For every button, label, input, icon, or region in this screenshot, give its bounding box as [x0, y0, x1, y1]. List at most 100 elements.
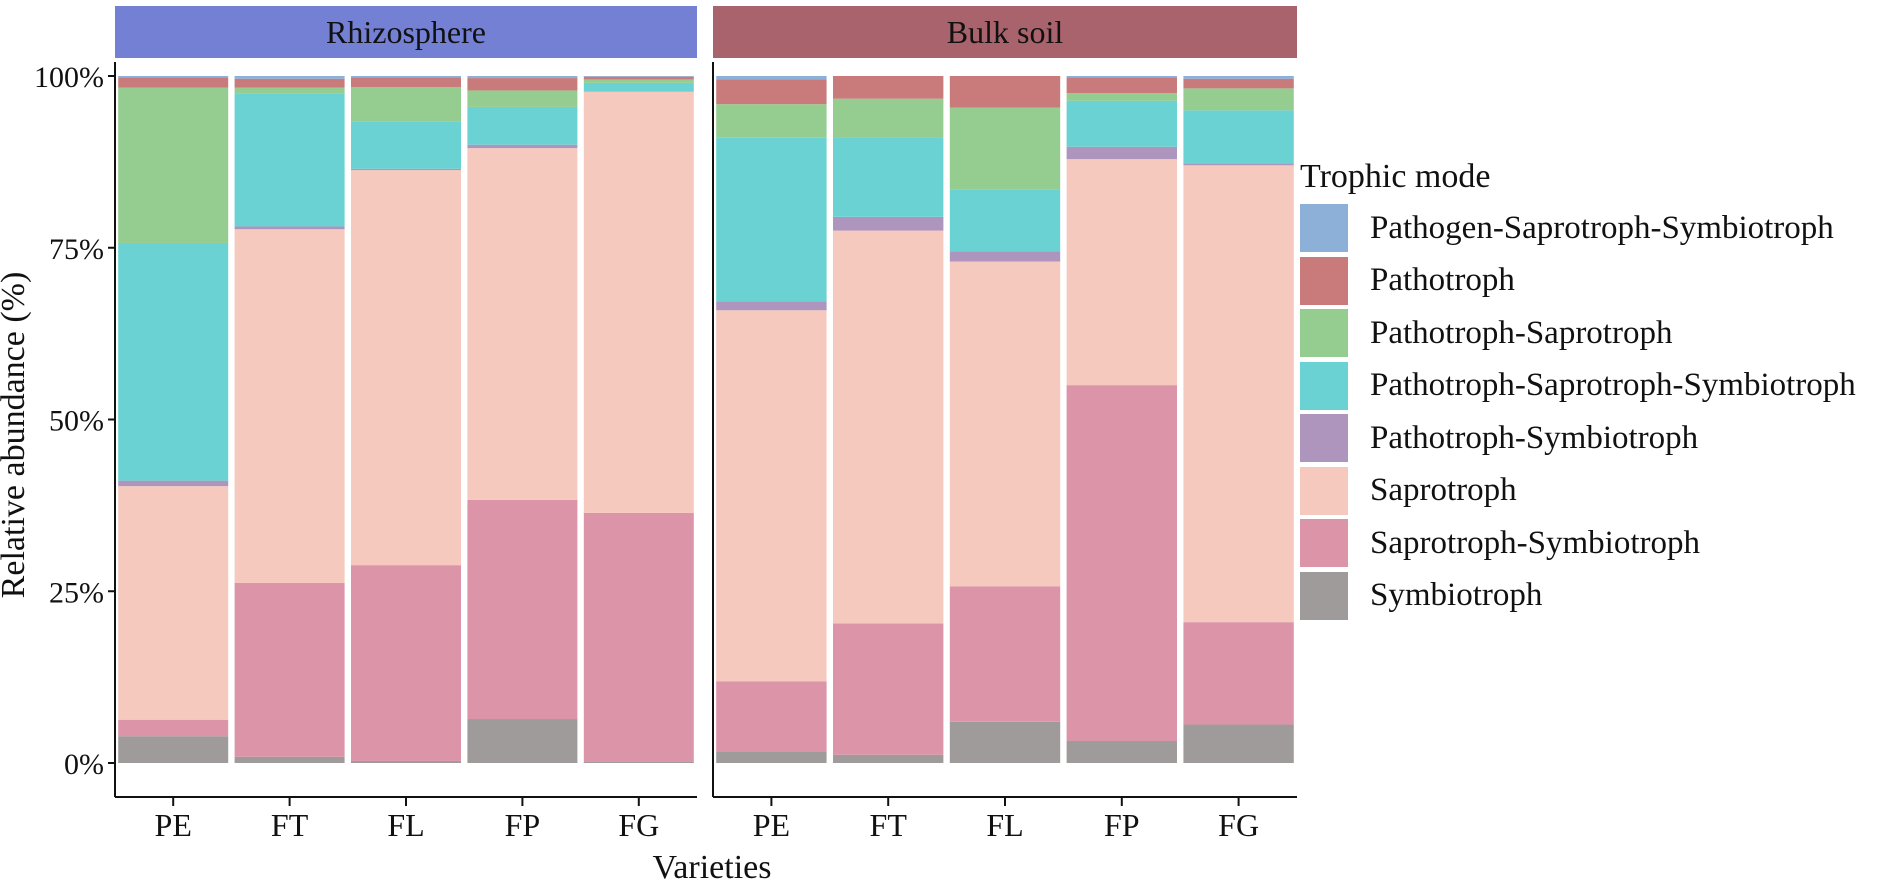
bar-rhizosphere-fp-saprotroph — [467, 148, 578, 500]
bar-bulk-soil-fg-pathotroph-saprotroph — [1183, 88, 1294, 111]
legend-item-pathotroph-symbiotroph: Pathotroph-Symbiotroph — [1300, 412, 1856, 465]
legend-title: Trophic mode — [1300, 158, 1491, 195]
bar-bulk-soil-fp-pathotroph-symbiotroph — [1066, 146, 1177, 160]
bar-bulk-soil-pe-pathotroph-saprotroph — [716, 104, 827, 138]
bar-bulk-soil-fp-saprotroph — [1066, 159, 1177, 386]
bar-rhizosphere-fp-pathotroph-symbiotroph — [467, 144, 578, 149]
bar-bulk-soil-pe-pathotroph-symbiotroph — [716, 301, 827, 311]
legend-swatch-symbiotroph — [1300, 571, 1348, 620]
bar-bulk-soil-fg-symbiotroph — [1183, 724, 1294, 763]
strip-label-rhizosphere: Rhizosphere — [326, 14, 486, 50]
bar-rhizosphere-fg-saprotroph — [583, 91, 694, 513]
legend-swatch-pathotroph-saprotroph — [1300, 309, 1348, 358]
bar-rhizosphere-ft-saprotroph — [234, 229, 345, 584]
legend-swatch-saprotroph-symbiotroph — [1300, 519, 1348, 568]
legend-item-pathotroph-saprotroph-symbiotroph: Pathotroph-Saprotroph-Symbiotroph — [1300, 360, 1856, 413]
bar-bulk-soil-fl-symbiotroph — [949, 721, 1061, 763]
y-tick-label-100: 100% — [34, 61, 104, 94]
bar-rhizosphere-fg-pathotroph-saprotroph-symbiotroph — [583, 82, 694, 92]
y-tick-label-50: 50% — [49, 405, 104, 438]
bar-bulk-soil-ft-saprotroph — [833, 230, 944, 624]
bar-rhizosphere-pe-symbiotroph — [118, 736, 229, 763]
bar-bulk-soil-pe-pathotroph — [716, 79, 827, 105]
bar-bulk-soil-fp-saprotroph-symbiotroph — [1066, 385, 1177, 742]
legend-label-saprotroph-symbiotroph: Saprotroph-Symbiotroph — [1370, 524, 1700, 561]
bar-rhizosphere-fp-pathotroph — [467, 78, 578, 91]
bar-rhizosphere-pe-pathotroph-saprotroph — [118, 87, 229, 243]
legend-label-pathotroph-saprotroph-symbiotroph: Pathotroph-Saprotroph-Symbiotroph — [1370, 367, 1856, 404]
legend-label-symbiotroph: Symbiotroph — [1370, 577, 1543, 614]
bar-rhizosphere-ft-pathotroph — [234, 78, 345, 88]
legend-item-pathotroph: Pathotroph — [1300, 255, 1856, 308]
strip-rhizosphere — [115, 6, 697, 58]
bar-rhizosphere-fl-pathogen-saprotroph-symbiotroph — [351, 76, 461, 78]
bar-bulk-soil-fg-pathotroph-saprotroph-symbiotroph — [1183, 110, 1294, 164]
legend-swatch-pathotroph-saprotroph-symbiotroph — [1300, 361, 1348, 410]
legend-swatch-pathotroph-symbiotroph — [1300, 414, 1348, 463]
bar-rhizosphere-fl-saprotroph — [351, 170, 461, 566]
bar-rhizosphere-fl-pathotroph-saprotroph — [351, 86, 461, 122]
legend-swatch-pathogen-saprotroph-symbiotroph — [1300, 204, 1348, 253]
bar-rhizosphere-pe-pathogen-saprotroph-symbiotroph — [118, 76, 229, 78]
bar-rhizosphere-fp-saprotroph-symbiotroph — [467, 499, 578, 720]
bar-bulk-soil-pe-pathogen-saprotroph-symbiotroph — [716, 76, 827, 80]
bar-bulk-soil-fl-saprotroph-symbiotroph — [949, 586, 1061, 722]
bar-bulk-soil-ft-pathotroph-saprotroph — [833, 98, 944, 138]
x-tick-label-bulk-soil-pe: PE — [753, 807, 790, 843]
x-tick-label-bulk-soil-fl: FL — [986, 807, 1023, 843]
bar-rhizosphere-fg-pathogen-saprotroph-symbiotroph — [583, 76, 694, 77]
legend-swatch-pathotroph — [1300, 256, 1348, 305]
bar-bulk-soil-fp-pathotroph — [1066, 77, 1177, 94]
bar-rhizosphere-fl-pathotroph-symbiotroph — [351, 168, 461, 171]
bar-bulk-soil-fp-pathotroph-saprotroph-symbiotroph — [1066, 100, 1177, 147]
bar-bulk-soil-pe-pathotroph-saprotroph-symbiotroph — [716, 137, 827, 302]
bar-bulk-soil-pe-saprotroph-symbiotroph — [716, 681, 827, 753]
bar-rhizosphere-ft-symbiotroph — [234, 756, 345, 763]
bar-bulk-soil-ft-pathotroph-saprotroph-symbiotroph — [833, 137, 944, 217]
legend: Trophic mode Pathogen-Saprotroph-Symbiot… — [1300, 152, 1856, 622]
y-tick-label-75: 75% — [49, 233, 104, 266]
x-tick-label-rhizosphere-ft: FT — [271, 807, 309, 843]
bar-rhizosphere-fp-pathotroph-saprotroph — [467, 90, 578, 107]
legend-item-pathotroph-saprotroph: Pathotroph-Saprotroph — [1300, 307, 1856, 360]
bar-bulk-soil-ft-pathotroph-symbiotroph — [833, 216, 944, 231]
bar-bulk-soil-fg-saprotroph — [1183, 165, 1294, 623]
bar-rhizosphere-pe-saprotroph — [118, 486, 229, 720]
legend-item-saprotroph-symbiotroph: Saprotroph-Symbiotroph — [1300, 517, 1856, 570]
bar-bulk-soil-fl-saprotroph — [949, 261, 1061, 587]
bar-rhizosphere-fl-pathotroph-saprotroph-symbiotroph — [351, 121, 461, 169]
bar-bulk-soil-fg-pathogen-saprotroph-symbiotroph — [1183, 76, 1294, 79]
legend-label-pathotroph-saprotroph: Pathotroph-Saprotroph — [1370, 314, 1673, 351]
strip-bulk-soil — [713, 6, 1297, 58]
legend-label-pathotroph-symbiotroph: Pathotroph-Symbiotroph — [1370, 419, 1699, 456]
bar-rhizosphere-pe-pathotroph-symbiotroph — [118, 480, 229, 487]
strip-label-bulk-soil: Bulk soil — [947, 14, 1064, 50]
bar-bulk-soil-ft-saprotroph-symbiotroph — [833, 623, 944, 755]
bar-rhizosphere-pe-saprotroph-symbiotroph — [118, 719, 229, 737]
bar-bulk-soil-fp-pathogen-saprotroph-symbiotroph — [1066, 76, 1177, 78]
bar-bulk-soil-fl-pathotroph — [949, 76, 1061, 108]
bar-rhizosphere-ft-saprotroph-symbiotroph — [234, 583, 345, 757]
x-tick-label-rhizosphere-fl: FL — [387, 807, 424, 843]
legend-item-symbiotroph: Symbiotroph — [1300, 570, 1856, 623]
bar-rhizosphere-fp-symbiotroph — [467, 719, 578, 763]
bar-rhizosphere-fl-symbiotroph — [351, 760, 461, 763]
x-tick-label-rhizosphere-fp: FP — [505, 807, 541, 843]
bar-rhizosphere-pe-pathotroph-saprotroph-symbiotroph — [118, 242, 229, 481]
y-tick-label-25: 25% — [49, 576, 104, 609]
y-tick-label-0: 0% — [64, 748, 104, 781]
bar-rhizosphere-ft-pathogen-saprotroph-symbiotroph — [234, 76, 345, 79]
legend-label-pathotroph: Pathotroph — [1370, 262, 1515, 299]
bar-rhizosphere-fg-symbiotroph — [583, 761, 694, 763]
legend-label-pathogen-saprotroph-symbiotroph: Pathogen-Saprotroph-Symbiotroph — [1370, 209, 1834, 246]
bar-bulk-soil-fl-pathotroph-symbiotroph — [949, 251, 1061, 262]
x-tick-label-bulk-soil-fg: FG — [1218, 807, 1259, 843]
bar-bulk-soil-fl-pathotroph-saprotroph — [949, 107, 1061, 190]
bar-rhizosphere-fp-pathogen-saprotroph-symbiotroph — [467, 76, 578, 79]
legend-swatch-saprotroph — [1300, 466, 1348, 515]
bar-bulk-soil-fg-saprotroph-symbiotroph — [1183, 622, 1294, 725]
x-tick-label-bulk-soil-ft: FT — [870, 807, 908, 843]
legend-label-saprotroph: Saprotroph — [1370, 472, 1517, 509]
bar-rhizosphere-ft-pathotroph-symbiotroph — [234, 226, 345, 230]
bar-rhizosphere-fp-pathotroph-saprotroph-symbiotroph — [467, 106, 578, 145]
